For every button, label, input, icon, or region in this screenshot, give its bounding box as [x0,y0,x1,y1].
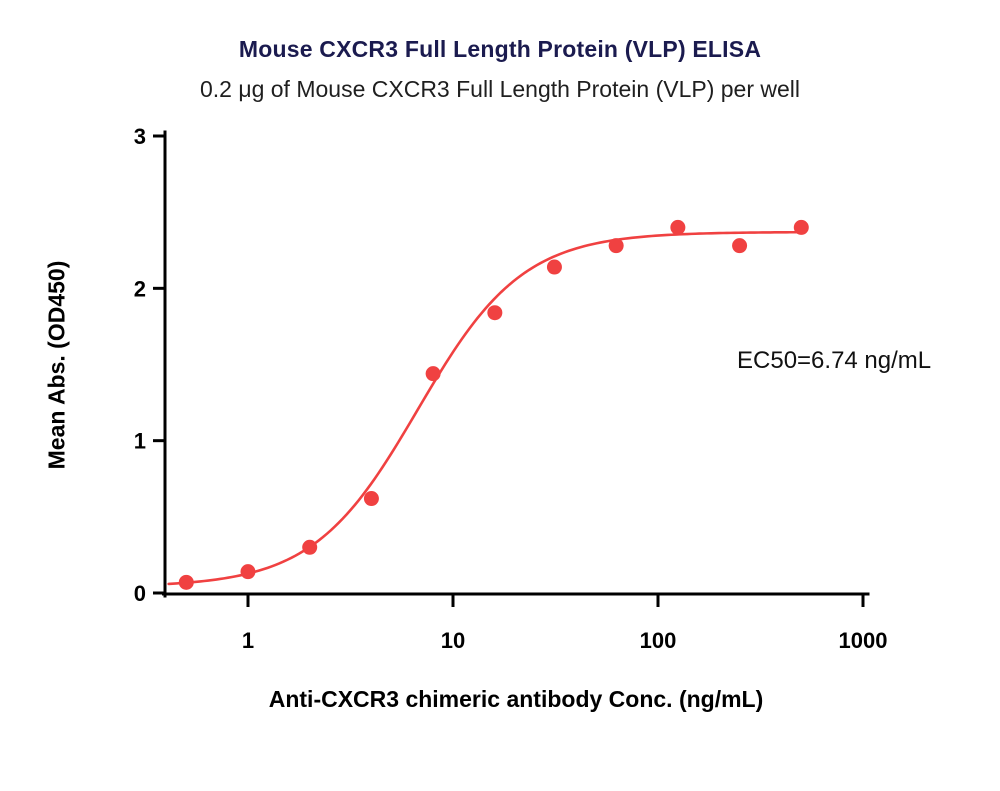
svg-text:1: 1 [242,628,254,653]
svg-text:2: 2 [134,276,146,301]
chart-title: Mouse CXCR3 Full Length Protein (VLP) EL… [238,36,762,62]
svg-text:100: 100 [640,628,677,653]
svg-text:1: 1 [134,429,146,454]
svg-text:3: 3 [134,124,146,149]
svg-text:0: 0 [134,581,146,606]
svg-text:10: 10 [441,628,465,653]
ec50-annotation: EC50=6.74 ng/mL [737,347,932,374]
x-axis-label: Anti-CXCR3 chimeric antibody Conc. (ng/m… [268,686,764,712]
svg-text:1000: 1000 [839,628,888,653]
chart-subtitle: 0.2 μg of Mouse CXCR3 Full Length Protei… [199,76,801,102]
